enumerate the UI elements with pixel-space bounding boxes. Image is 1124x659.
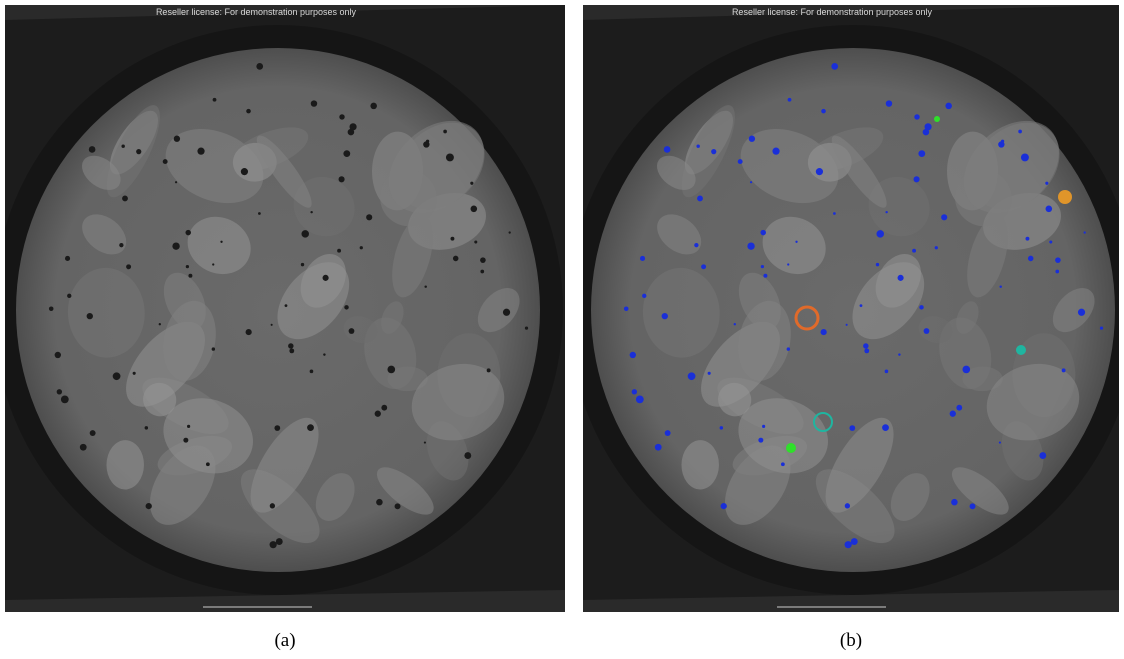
ct-scan-panel	[0, 5, 565, 612]
figure: Reseller license: For demonstration purp…	[0, 0, 1124, 659]
panel-caption: (b)	[840, 630, 862, 651]
watermark: Reseller license: For demonstration purp…	[732, 7, 933, 17]
watermark: Reseller license: For demonstration purp…	[156, 7, 357, 17]
panel-caption: (a)	[274, 630, 295, 651]
ct-scan-panel	[568, 5, 1124, 612]
